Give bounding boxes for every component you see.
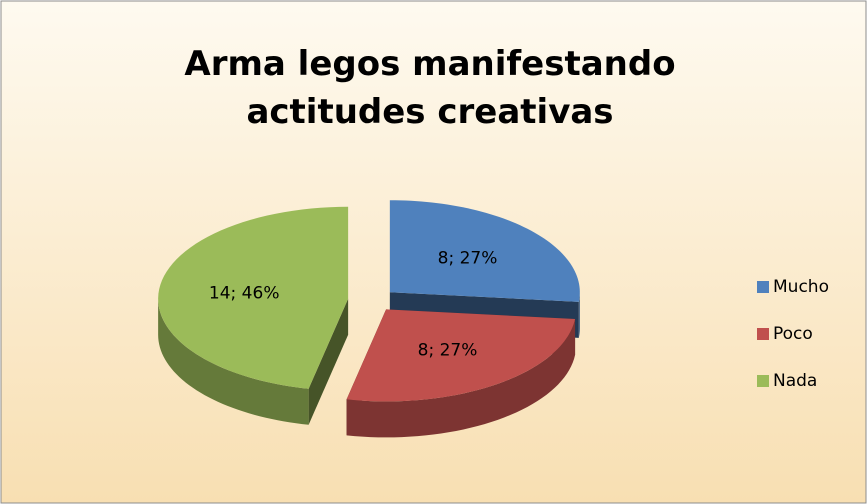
pie: 8; 27% 14; 46% 8; 27% — [158, 200, 580, 438]
chart-title: Arma legos manifestando actitudes creati… — [184, 44, 676, 132]
slice-side — [346, 319, 576, 438]
legend-swatch — [757, 281, 769, 293]
slice — [389, 200, 580, 302]
slice-side — [158, 298, 309, 425]
legend-swatch — [757, 328, 769, 340]
legend-label: Mucho — [773, 277, 829, 297]
legend-label: Nada — [773, 371, 817, 391]
legend: Mucho Poco Nada — [757, 277, 829, 391]
slice — [346, 309, 576, 402]
data-label: 14; 46% — [209, 283, 280, 303]
legend-swatch — [757, 375, 769, 387]
slice-side — [578, 292, 580, 338]
slice-wall — [308, 298, 349, 425]
data-label: 8; 27% — [418, 340, 478, 360]
legend-label: Poco — [773, 324, 813, 344]
slice — [158, 206, 349, 389]
data-label: 8; 27% — [438, 248, 498, 268]
